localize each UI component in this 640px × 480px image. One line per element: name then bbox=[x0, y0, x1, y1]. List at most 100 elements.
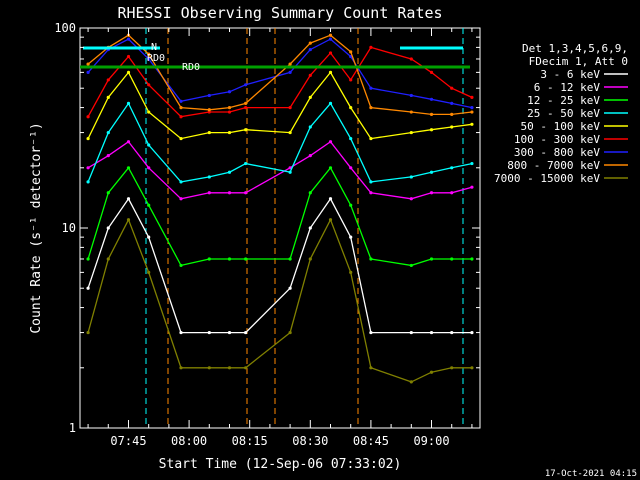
data-point bbox=[349, 78, 353, 82]
data-point bbox=[126, 37, 131, 41]
data-point bbox=[409, 197, 413, 201]
data-point bbox=[349, 105, 353, 110]
data-point bbox=[450, 112, 454, 116]
legend-entry-label: 3 - 6 keV bbox=[540, 68, 600, 81]
data-point bbox=[429, 257, 434, 261]
legend-entry-label: 800 - 7000 keV bbox=[507, 159, 600, 172]
legend-entry-label: 100 - 300 keV bbox=[514, 133, 600, 146]
data-point bbox=[207, 130, 211, 135]
legend-entry-label: 6 - 12 keV bbox=[534, 81, 601, 94]
x-tick-label: 07:45 bbox=[110, 434, 146, 448]
data-point bbox=[244, 101, 248, 105]
data-point bbox=[369, 45, 373, 49]
data-point bbox=[369, 330, 373, 335]
data-point bbox=[126, 54, 131, 59]
x-axis-ticks: 07:45 08:00 08:15 08:30 08:45 09:00 bbox=[87, 28, 473, 448]
y-tick-label: 10 bbox=[62, 221, 76, 235]
data-point bbox=[308, 226, 312, 230]
y-axis-label: Count Rate (s⁻¹ detector⁻¹) bbox=[29, 122, 44, 333]
data-point bbox=[470, 161, 474, 166]
data-point bbox=[147, 83, 151, 87]
data-point bbox=[179, 136, 183, 141]
data-point bbox=[328, 37, 333, 41]
data-point bbox=[147, 57, 151, 61]
data-point bbox=[147, 270, 151, 274]
data-point bbox=[288, 130, 292, 135]
data-point bbox=[328, 33, 333, 37]
data-point bbox=[308, 41, 312, 45]
data-point bbox=[288, 62, 292, 66]
data-point bbox=[308, 154, 312, 158]
data-point bbox=[349, 50, 353, 54]
data-point bbox=[227, 191, 232, 195]
data-point bbox=[227, 90, 232, 94]
data-point bbox=[106, 257, 110, 261]
data-point bbox=[86, 70, 90, 74]
data-point bbox=[369, 191, 373, 195]
data-point bbox=[450, 191, 454, 195]
data-point bbox=[429, 330, 434, 335]
data-point bbox=[308, 257, 312, 261]
data-point bbox=[106, 191, 110, 195]
data-point bbox=[349, 270, 353, 274]
data-point bbox=[126, 218, 131, 222]
data-point bbox=[470, 110, 474, 114]
data-point bbox=[450, 366, 454, 370]
data-point bbox=[244, 128, 248, 132]
x-tick-label: 08:45 bbox=[353, 434, 389, 448]
legend-header: FDecim 1, Att 0 bbox=[529, 55, 628, 68]
data-point bbox=[207, 110, 211, 114]
data-point bbox=[328, 218, 333, 222]
data-point bbox=[429, 97, 434, 101]
data-point bbox=[308, 191, 312, 195]
data-point bbox=[126, 70, 131, 74]
event-lines bbox=[145, 28, 464, 428]
data-point bbox=[179, 263, 183, 268]
data-point bbox=[86, 180, 90, 184]
data-point bbox=[207, 93, 211, 98]
data-point bbox=[429, 170, 434, 174]
data-point bbox=[227, 257, 232, 261]
data-point bbox=[349, 203, 353, 207]
data-point bbox=[126, 140, 131, 144]
legend-entry-label: 25 - 50 keV bbox=[527, 107, 600, 120]
data-point bbox=[450, 166, 454, 170]
data-point bbox=[227, 110, 232, 114]
data-point bbox=[429, 128, 434, 132]
data-point bbox=[450, 125, 454, 129]
data-point bbox=[244, 191, 248, 195]
data-point bbox=[369, 105, 373, 110]
data-point bbox=[470, 105, 474, 110]
legend-entry-label: 300 - 800 keV bbox=[514, 146, 600, 159]
data-point bbox=[244, 330, 248, 335]
data-point bbox=[429, 112, 434, 116]
data-point bbox=[369, 257, 373, 261]
data-point bbox=[369, 180, 373, 184]
data-point bbox=[106, 78, 110, 82]
data-point bbox=[349, 235, 353, 239]
data-point bbox=[369, 136, 373, 141]
data-point bbox=[409, 130, 413, 135]
marker-label-n: N bbox=[151, 42, 157, 53]
x-tick-label: 08:15 bbox=[232, 434, 268, 448]
data-point bbox=[288, 70, 292, 74]
data-point bbox=[244, 366, 248, 370]
data-point bbox=[244, 83, 248, 87]
data-point bbox=[179, 180, 183, 184]
data-point bbox=[369, 366, 373, 370]
data-point bbox=[429, 370, 434, 374]
marker-label-rd0: RD0 bbox=[182, 62, 200, 73]
data-point bbox=[450, 101, 454, 105]
data-point bbox=[409, 380, 413, 384]
data-point bbox=[147, 235, 151, 239]
data-point bbox=[429, 70, 434, 74]
data-point bbox=[470, 122, 474, 126]
data-point bbox=[86, 136, 90, 141]
data-point bbox=[126, 197, 131, 201]
data-point bbox=[179, 197, 183, 201]
x-tick-label: 09:00 bbox=[413, 434, 449, 448]
data-point bbox=[147, 143, 151, 147]
data-point bbox=[207, 175, 211, 179]
